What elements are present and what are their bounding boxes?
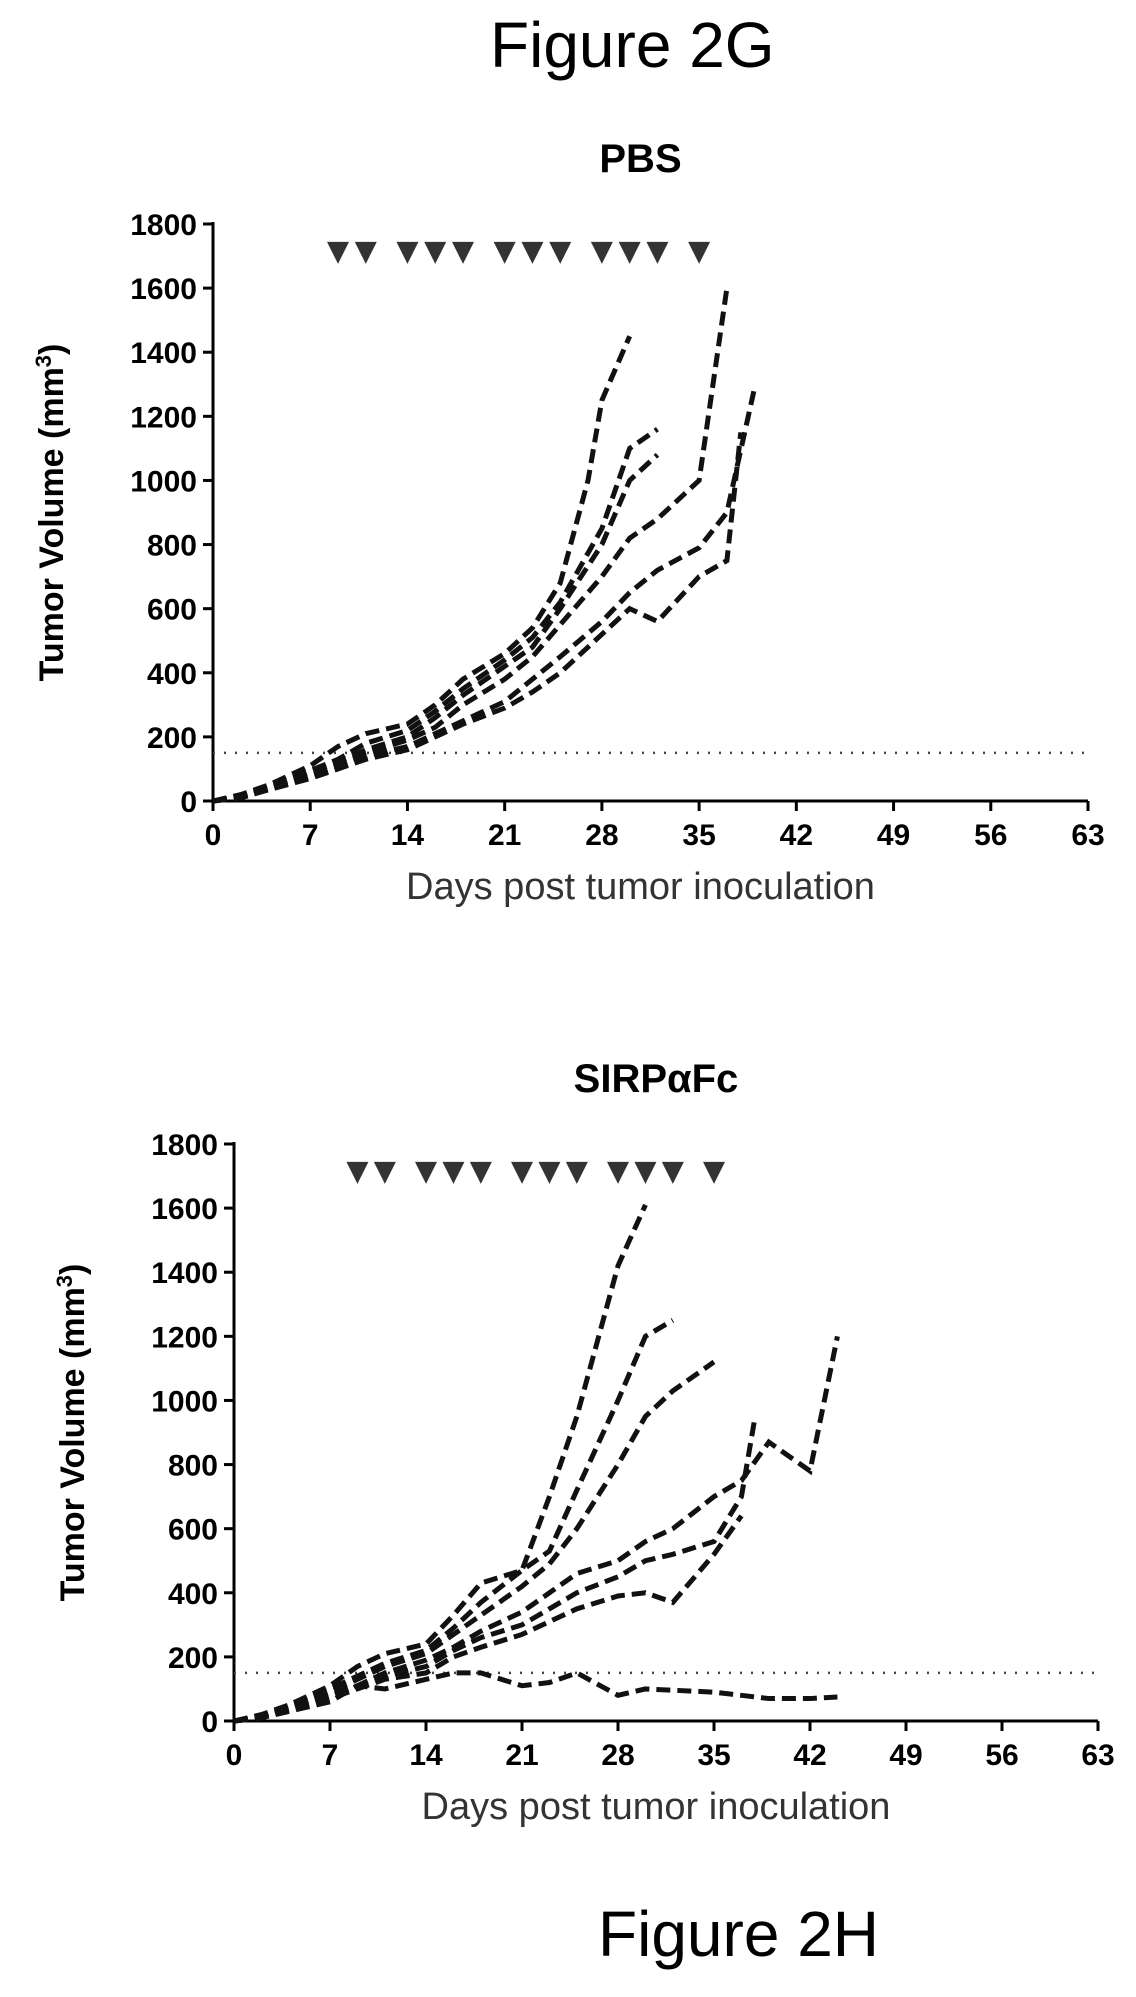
x-tick-label: 42: [780, 819, 813, 852]
x-tick-label: 7: [302, 819, 319, 852]
x-axis-label: Days post tumor inoculation: [406, 866, 875, 908]
dosing-marker: [493, 241, 516, 264]
tumor-growth-line: [233, 1335, 840, 1724]
dosing-marker: [688, 241, 711, 264]
dosing-marker: [373, 1161, 396, 1184]
dosing-marker: [521, 241, 544, 264]
x-tick-label: 49: [877, 819, 910, 852]
dosing-marker: [354, 241, 377, 264]
tumor-growth-line: [212, 287, 730, 804]
chart-title: PBS: [599, 137, 681, 181]
x-axis-label: Days post tumor inoculation: [422, 1786, 891, 1828]
x-tick-label: 28: [601, 1739, 634, 1772]
x-tick-label: 0: [205, 819, 222, 852]
dosing-marker: [346, 1161, 369, 1184]
y-tick-label: 1000: [130, 465, 197, 498]
figure-2g-label: Figure 2G: [490, 9, 775, 81]
dosing-marker: [590, 241, 613, 264]
x-tick-label: 14: [409, 1739, 443, 1772]
y-tick-label: 1200: [151, 1321, 218, 1354]
tumor-growth-line: [212, 427, 659, 804]
dosing-marker: [618, 241, 641, 264]
y-tick-label: 0: [180, 786, 197, 819]
x-tick-label: 35: [697, 1739, 730, 1772]
tumor-growth-line: [233, 1416, 758, 1724]
dosing-marker: [442, 1161, 465, 1184]
y-tick-label: 400: [147, 658, 197, 691]
dosing-marker: [538, 1161, 561, 1184]
pbs-chart: PBS 0 200 400 600 800 1000 1200 1400 1600 1800 0 7 14…: [31, 137, 1105, 908]
x-tick-label: 28: [585, 819, 618, 852]
y-tick-label: 200: [168, 1642, 218, 1675]
y-tick-label: 600: [147, 594, 197, 627]
y-tick-label: 200: [147, 722, 197, 755]
tumor-growth-line: [233, 1514, 744, 1724]
y-tick-label: 800: [168, 1450, 218, 1483]
y-tick-label: 600: [168, 1514, 218, 1547]
y-tick-label: 1000: [151, 1385, 218, 1418]
y-tick-label: 800: [147, 530, 197, 563]
x-tick-label: 0: [226, 1739, 243, 1772]
x-tick-label: 21: [488, 819, 521, 852]
y-tick-label: 400: [168, 1578, 218, 1611]
x-tick-label: 35: [682, 819, 715, 852]
tumor-growth-line: [212, 386, 758, 804]
figure-2h-label: Figure 2H: [598, 1898, 879, 1970]
y-tick-label: 1600: [130, 273, 197, 306]
tumor-growth-line: [233, 1318, 675, 1724]
x-tick-label: 56: [985, 1739, 1018, 1772]
x-tick-label: 42: [793, 1739, 826, 1772]
dosing-marker: [452, 241, 474, 264]
x-tick-label: 49: [889, 1739, 922, 1772]
dosing-marker: [469, 1161, 492, 1184]
x-tick-label: 63: [1071, 819, 1104, 852]
dosing-marker: [549, 241, 572, 264]
y-tick-label: 1400: [130, 337, 197, 370]
x-tick-label: 7: [322, 1739, 339, 1772]
dosing-marker: [511, 1161, 533, 1184]
chart-title: SIRPαFc: [574, 1057, 739, 1101]
y-tick-label: 0: [201, 1706, 218, 1739]
dosing-marker: [396, 241, 419, 264]
sirpafc-chart: SIRPαFc 0 200 400 600 800 1000 1200 1400 1600 1800…: [52, 1057, 1115, 1828]
y-axis-label: Tumor Volume (mm3): [31, 344, 71, 682]
x-tick-label: 14: [391, 819, 425, 852]
dosing-marker: [415, 1161, 437, 1184]
dosing-marker: [661, 1161, 684, 1184]
dosing-marker: [424, 241, 447, 264]
y-tick-label: 1400: [151, 1257, 218, 1290]
dosing-marker: [327, 241, 349, 264]
dosing-marker: [646, 241, 669, 264]
dosing-marker: [607, 1161, 629, 1184]
tumor-growth-line: [233, 1670, 838, 1724]
x-tick-label: 56: [974, 819, 1007, 852]
y-tick-label: 1200: [130, 401, 197, 434]
y-tick-label: 1800: [151, 1129, 218, 1162]
dosing-marker: [703, 1161, 725, 1184]
dosing-marker: [565, 1161, 588, 1184]
dosing-marker: [634, 1161, 657, 1184]
y-axis-label: Tumor Volume (mm3): [52, 1264, 92, 1602]
x-tick-label: 21: [505, 1739, 538, 1772]
y-tick-label: 1600: [151, 1193, 218, 1226]
y-tick-label: 1800: [130, 209, 197, 242]
tumor-growth-line: [212, 432, 744, 804]
tumor-growth-line: [233, 1359, 716, 1724]
x-tick-label: 63: [1081, 1739, 1114, 1772]
